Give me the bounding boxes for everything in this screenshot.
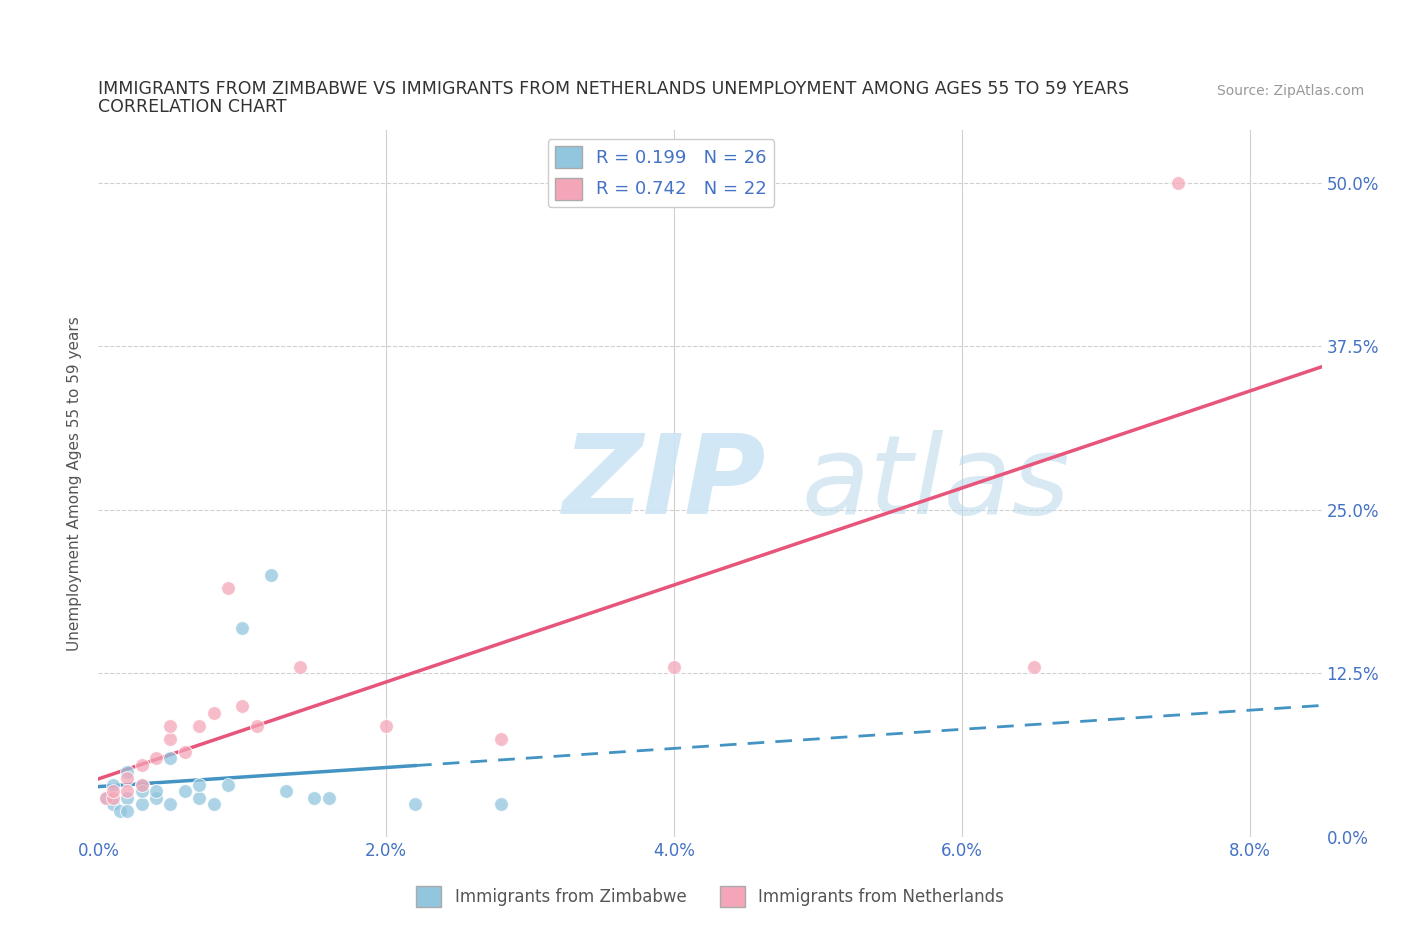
Point (131, 758, 153, 773)
Point (115, 764, 138, 779)
Point (188, 718, 211, 733)
Point (274, 784, 297, 799)
Point (662, 659, 685, 674)
Point (304, 790, 326, 805)
Point (108, 804, 131, 818)
Point (159, 718, 181, 733)
Point (115, 784, 138, 799)
Point (131, 777, 153, 792)
Point (217, 581, 239, 596)
Point (404, 797, 426, 812)
Point (202, 705, 225, 720)
Point (145, 790, 167, 805)
Point (1022, 659, 1045, 674)
Point (159, 797, 181, 812)
Point (145, 751, 167, 766)
Point (115, 804, 138, 818)
Text: atlas: atlas (801, 430, 1070, 538)
Point (101, 797, 124, 812)
Point (131, 777, 153, 792)
Point (173, 745, 195, 760)
Point (188, 790, 211, 805)
Point (491, 731, 513, 746)
Point (318, 790, 340, 805)
Point (131, 797, 153, 812)
Point (131, 784, 153, 799)
Point (246, 718, 269, 733)
Legend: Immigrants from Zimbabwe, Immigrants from Netherlands: Immigrants from Zimbabwe, Immigrants fro… (409, 880, 1011, 913)
Point (375, 718, 398, 733)
Point (1167, 175, 1189, 190)
Y-axis label: Unemployment Among Ages 55 to 59 years: Unemployment Among Ages 55 to 59 years (67, 316, 83, 651)
Text: ZIP: ZIP (564, 430, 766, 538)
Point (145, 784, 167, 799)
Point (101, 790, 124, 805)
Point (491, 797, 513, 812)
Point (94, 790, 117, 805)
Point (217, 777, 239, 792)
Point (115, 771, 138, 786)
Point (288, 659, 311, 674)
Point (101, 777, 124, 792)
Point (173, 784, 195, 799)
Point (115, 790, 138, 805)
Point (202, 797, 225, 812)
Point (101, 784, 124, 799)
Point (231, 620, 253, 635)
Point (188, 777, 211, 792)
Text: Source: ZipAtlas.com: Source: ZipAtlas.com (1216, 84, 1364, 98)
Point (94, 790, 117, 805)
Point (260, 568, 283, 583)
Text: CORRELATION CHART: CORRELATION CHART (98, 99, 287, 116)
Point (159, 731, 181, 746)
Text: IMMIGRANTS FROM ZIMBABWE VS IMMIGRANTS FROM NETHERLANDS UNEMPLOYMENT AMONG AGES : IMMIGRANTS FROM ZIMBABWE VS IMMIGRANTS F… (98, 80, 1129, 98)
Point (231, 698, 253, 713)
Point (159, 751, 181, 766)
